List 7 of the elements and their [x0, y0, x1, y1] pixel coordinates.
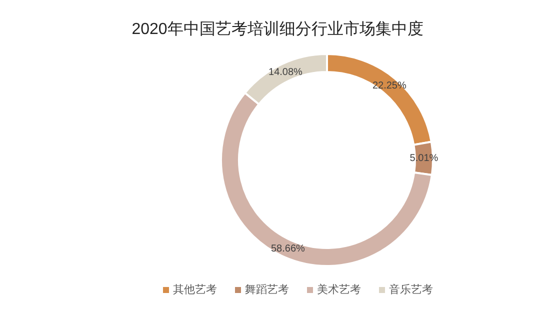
- legend-label: 舞蹈艺考: [245, 282, 289, 296]
- data-label: 14.08%: [268, 66, 303, 78]
- legend-label: 音乐艺考: [389, 282, 433, 296]
- legend-label: 美术艺考: [317, 282, 361, 296]
- chart-title: 2020年中国艺考培训细分行业市场集中度: [132, 20, 424, 38]
- legend-label: 其他艺考: [173, 282, 217, 296]
- data-label: 58.66%: [271, 243, 306, 254]
